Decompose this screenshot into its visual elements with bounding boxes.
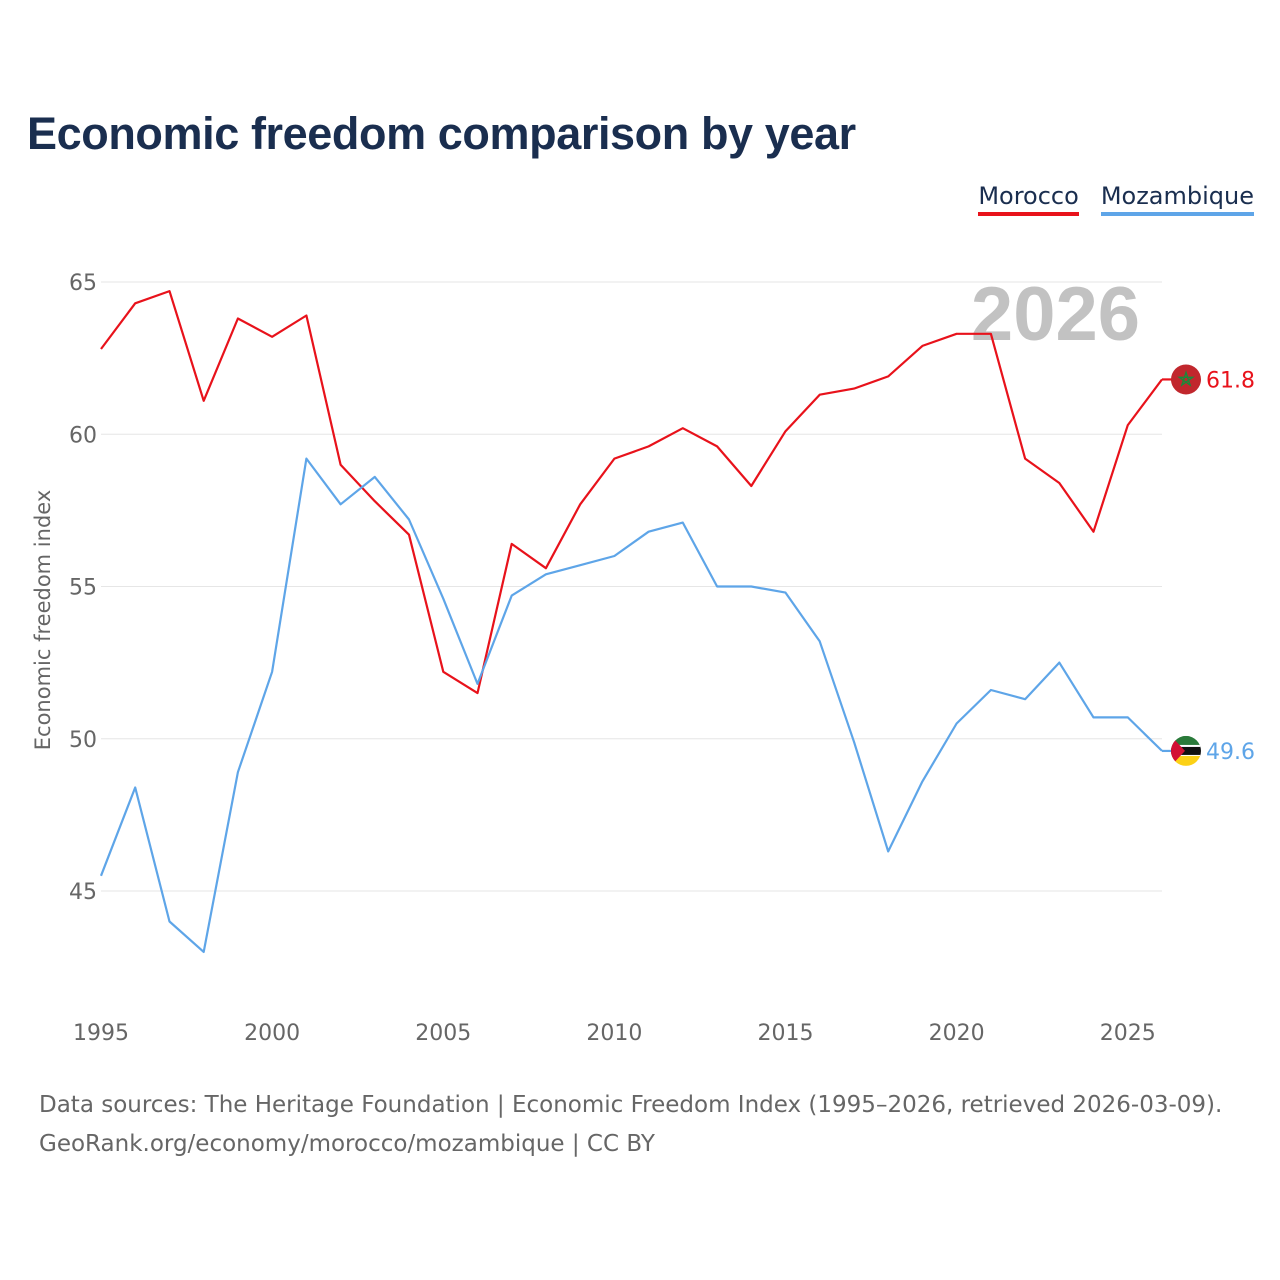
x-tick-label-1995: 1995: [73, 1021, 129, 1046]
legend: Morocco Mozambique: [978, 183, 1254, 216]
mozambique-flag-icon: [1171, 735, 1201, 766]
x-tick-label-2010: 2010: [586, 1021, 642, 1046]
y-tick-label-55: 55: [69, 576, 97, 601]
x-tick-label-2015: 2015: [758, 1021, 814, 1046]
x-tick-label-2025: 2025: [1100, 1021, 1156, 1046]
series-line-morocco: [100, 290, 1163, 695]
footer: Data sources: The Heritage Foundation | …: [39, 1086, 1222, 1164]
line-chart: 2026 45 50 55 60 65 1995 2000 2005 2010 2015 2020…: [31, 271, 1255, 1046]
year-badge: 2026: [971, 272, 1140, 357]
series-end-label-mozambique: 49.6: [1206, 740, 1255, 765]
y-axis-ticks: 45 50 55 60 65: [69, 271, 97, 905]
y-tick-label-65: 65: [69, 271, 97, 296]
series-line-mozambique: [99, 457, 1163, 954]
x-tick-label-2005: 2005: [415, 1021, 471, 1046]
x-tick-label-2000: 2000: [244, 1021, 300, 1046]
chart-title: Economic freedom comparison by year: [27, 108, 856, 159]
footer-credit: GeoRank.org/economy/morocco/mozambique |…: [39, 1131, 655, 1157]
legend-item-morocco[interactable]: Morocco: [978, 183, 1079, 216]
morocco-flag-icon: [1171, 364, 1201, 395]
footer-sources: Data sources: The Heritage Foundation | …: [39, 1092, 1223, 1118]
x-axis-ticks: 1995 2000 2005 2010 2015 2020 2025: [73, 1021, 1156, 1046]
series: 61.8 49.6: [99, 290, 1255, 954]
series-end-label-morocco: 61.8: [1206, 368, 1255, 393]
y-axis-label: Economic freedom index: [31, 490, 55, 751]
y-tick-label-50: 50: [69, 728, 97, 753]
x-tick-label-2020: 2020: [929, 1021, 985, 1046]
y-tick-label-45: 45: [69, 880, 97, 905]
y-tick-label-60: 60: [69, 423, 97, 448]
legend-item-mozambique[interactable]: Mozambique: [1100, 183, 1254, 216]
grid: [101, 281, 1162, 892]
